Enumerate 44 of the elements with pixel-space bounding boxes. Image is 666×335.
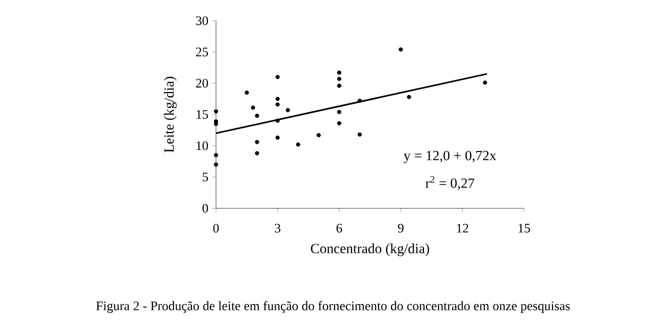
point xyxy=(296,142,300,147)
x-tick-label: 0 xyxy=(213,224,219,233)
point xyxy=(406,94,412,100)
point xyxy=(250,106,256,110)
point xyxy=(337,76,342,81)
point xyxy=(214,109,218,114)
point xyxy=(254,114,260,118)
point xyxy=(358,98,362,103)
point xyxy=(276,74,280,80)
y-tick-label: 5 xyxy=(202,172,208,182)
point xyxy=(358,132,362,137)
point xyxy=(337,110,342,114)
point xyxy=(276,96,280,101)
point xyxy=(254,151,260,156)
point xyxy=(337,121,342,126)
x-tick-label: 6 xyxy=(336,224,342,233)
point xyxy=(254,140,260,144)
x-tick-label: 15 xyxy=(518,224,530,233)
point xyxy=(337,70,342,75)
point xyxy=(398,47,403,52)
y-axis-title: Leite (kg/dia) xyxy=(164,76,177,152)
annotation: y = 12,0 + 0,72x xyxy=(404,150,496,164)
x-tick-label: 12 xyxy=(457,224,468,232)
y-tick-label: 30 xyxy=(196,16,208,26)
x-tick-label: 3 xyxy=(274,224,280,233)
point xyxy=(482,80,488,85)
point xyxy=(214,162,218,167)
y-tick-label: 0 xyxy=(202,204,208,213)
text: Figura 2 - Produção de leite em função do fornecimento do concentrado em onze pesquisas xyxy=(96,301,570,313)
x-axis-title: Concentrado (kg/dia) xyxy=(310,243,430,256)
point xyxy=(276,118,280,123)
y-tick-label: 20 xyxy=(196,78,208,88)
point xyxy=(337,84,342,88)
y-tick-label: 15 xyxy=(196,110,208,119)
x-tick-label: 9 xyxy=(398,224,404,233)
annotation: r$^{2}$ = 0,27 xyxy=(426,176,474,190)
point xyxy=(286,108,290,112)
point xyxy=(276,136,280,140)
y-tick-label: 25 xyxy=(196,48,208,56)
point xyxy=(316,133,321,138)
point xyxy=(276,102,280,107)
point xyxy=(244,90,249,95)
y-tick-label: 10 xyxy=(196,141,208,150)
point xyxy=(214,153,218,158)
